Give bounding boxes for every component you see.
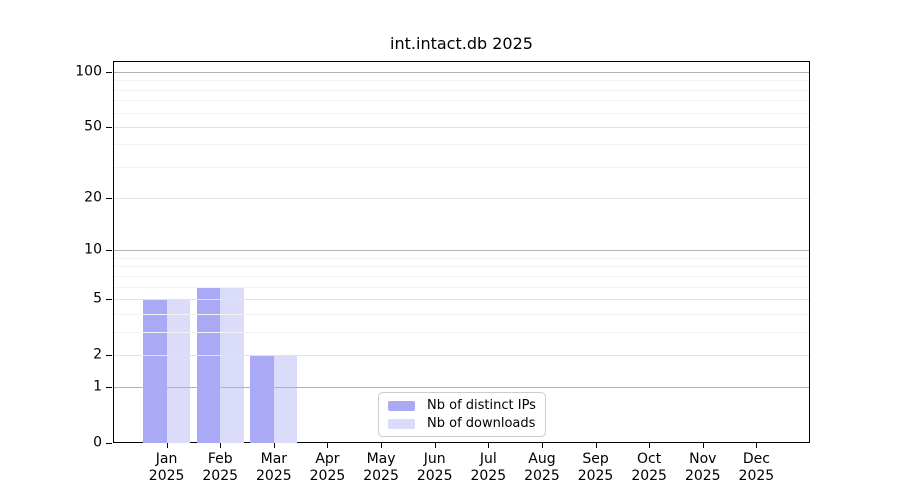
x-tick-mark-sep [595,443,597,448]
x-tick-year: 2025 [416,467,453,484]
y-tick-label: 50 [84,118,102,135]
x-tick-month: Dec [742,451,770,467]
x-tick-label-oct: Oct 2025 [631,451,667,484]
x-tick-label-aug: Aug 2025 [524,451,560,484]
x-tick-year: 2025 [363,467,399,484]
bar-feb-ips [196,286,221,443]
x-tick-year: 2025 [256,467,292,484]
gridline-80 [114,89,809,91]
x-tick-mark-feb [220,443,222,448]
x-tick-mark-mar [273,443,275,448]
x-tick-month: Apr [315,451,340,467]
gridline-4 [114,313,809,315]
x-tick-mark-aug [541,443,543,448]
gridline-50 [114,126,809,128]
gridline-100 [114,72,809,73]
gridline-1 [114,387,809,389]
x-tick-month: Jan [155,451,178,467]
y-tick-label: 100 [75,63,102,80]
gridline-70 [114,100,809,102]
legend-row-distinct-ips: Nb of distinct IPs [388,398,536,413]
x-tick-label-jan: Jan 2025 [149,451,185,484]
y-tick-mark-20 [106,198,112,200]
x-tick-year: 2025 [631,467,667,484]
legend: Nb of distinct IPs Nb of downloads [378,392,546,437]
x-tick-year: 2025 [148,467,185,484]
y-tick-mark-1 [106,387,112,389]
x-tick-label-feb: Feb 2025 [202,451,238,484]
gridline-9 [114,257,809,259]
gridline-8 [114,266,809,268]
x-tick-label-sep: Sep 2025 [578,451,614,484]
bar-mar-downloads [273,354,298,443]
x-tick-mark-may [381,443,383,448]
x-tick-mark-jan [166,443,168,448]
x-tick-label-jul: Jul 2025 [470,451,506,484]
x-tick-mark-nov [702,443,704,448]
y-tick-label: 0 [93,434,102,451]
x-tick-year: 2025 [202,467,239,484]
x-tick-mark-dec [756,443,758,448]
x-tick-label-nov: Nov 2025 [685,451,721,484]
gridline-90 [114,80,809,82]
legend-row-downloads: Nb of downloads [388,416,536,431]
y-tick-mark-5 [106,298,112,300]
y-tick-label: 5 [93,290,102,307]
x-tick-label-may: May 2025 [363,451,399,484]
x-tick-mark-apr [327,443,329,448]
gridline-10 [114,250,809,252]
x-tick-month: May [366,451,396,467]
x-tick-mark-jul [488,443,490,448]
x-tick-label-dec: Dec 2025 [739,451,775,484]
gridline-7 [114,275,809,277]
x-tick-month: Aug [528,451,556,467]
x-tick-month: Jul [479,451,497,467]
chart-title: int.intact.db 2025 [390,34,533,53]
legend-swatch-distinct-ips [388,400,415,411]
y-tick-mark-0 [106,443,112,444]
y-tick-label: 2 [93,346,102,363]
legend-swatch-downloads [388,418,415,429]
x-tick-year: 2025 [577,467,614,484]
bar-mar-ips [250,354,274,443]
x-tick-year: 2025 [309,467,346,484]
x-tick-label-apr: Apr 2025 [310,451,346,484]
x-tick-label-mar: Mar 2025 [256,451,292,484]
x-tick-mark-jun [434,443,436,448]
bar-jan-downloads [166,298,191,443]
y-tick-mark-10 [106,250,112,252]
x-tick-year: 2025 [524,467,560,484]
x-tick-year: 2025 [738,467,775,484]
x-tick-month: Feb [207,451,233,467]
y-tick-mark-2 [106,354,112,356]
x-tick-label-jun: Jun 2025 [417,451,453,484]
y-tick-label: 10 [84,241,102,258]
gridline-60 [114,112,809,114]
x-tick-month: Nov [689,451,717,467]
gridline-5 [114,298,809,300]
x-tick-year: 2025 [470,467,507,484]
gridline-2 [114,354,809,356]
gridline-40 [114,144,809,146]
y-tick-mark-50 [106,126,112,128]
x-tick-month: Sep [582,451,609,467]
gridline-6 [114,286,809,288]
bar-jan-ips [143,298,167,443]
gridline-3 [114,331,809,333]
legend-label: Nb of distinct IPs [427,398,536,413]
y-tick-label: 1 [93,378,102,395]
x-tick-month: Jun [423,451,446,467]
plot-area [113,61,810,443]
y-tick-mark-100 [106,72,112,73]
x-tick-month: Oct [637,451,662,467]
bar-feb-downloads [220,286,244,443]
gridline-30 [114,166,809,168]
gridline-20 [114,198,809,200]
x-tick-mark-oct [649,443,651,448]
x-tick-month: Mar [260,451,288,467]
y-tick-label: 20 [84,189,102,206]
legend-label: Nb of downloads [427,416,536,431]
x-tick-year: 2025 [684,467,721,484]
